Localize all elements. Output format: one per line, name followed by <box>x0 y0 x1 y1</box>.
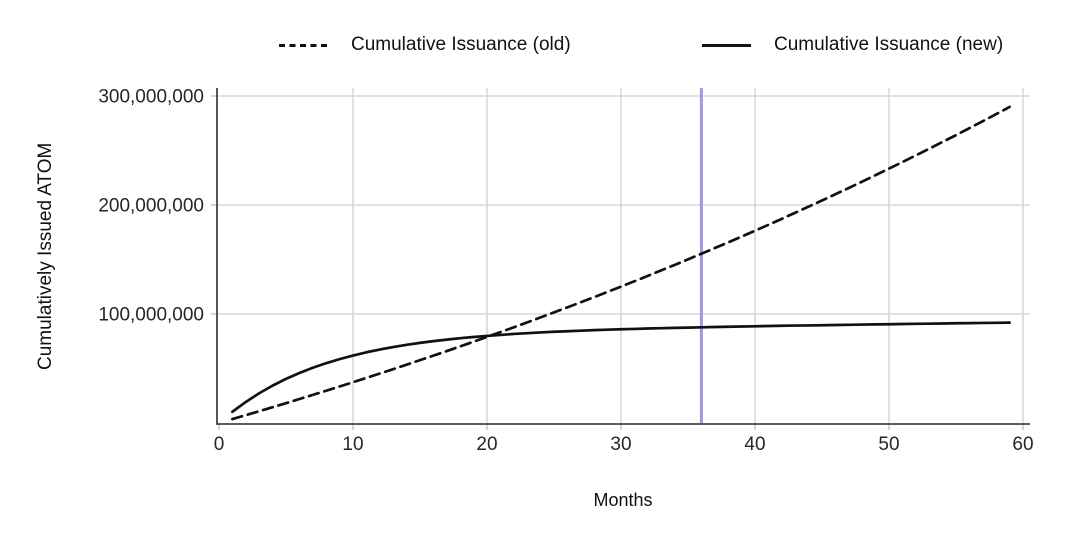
x-tick-label-0: 0 <box>214 434 225 455</box>
legend-label-old: Cumulative Issuance (old) <box>351 34 571 55</box>
y-tick-label-200000000: 200,000,000 <box>98 196 204 217</box>
solid-line-swatch-icon <box>702 43 751 47</box>
x-tick-label-30: 30 <box>610 434 631 455</box>
x-tick-label-60: 60 <box>1012 434 1033 455</box>
legend-item-new: Cumulative Issuance (new) <box>702 33 1003 57</box>
x-axis-title: Months <box>593 490 653 510</box>
legend-item-old: Cumulative Issuance (old) <box>279 33 571 57</box>
x-tick-label-10: 10 <box>342 434 363 455</box>
legend-label-new: Cumulative Issuance (new) <box>774 34 1004 55</box>
curve-cumulative-issuance-new <box>231 321 1011 414</box>
y-axis-title: Cumulatively Issued ATOM <box>35 142 56 370</box>
y-tick-label-300000000: 300,000,000 <box>98 87 204 108</box>
y-tick-label-100000000: 100,000,000 <box>98 305 204 326</box>
x-tick-label-20: 20 <box>476 434 497 455</box>
dashed-line-swatch-icon <box>279 43 328 47</box>
x-tick-label-40: 40 <box>744 434 765 455</box>
x-tick-label-50: 50 <box>878 434 899 455</box>
curve-cumulative-issuance-old <box>231 105 1011 421</box>
